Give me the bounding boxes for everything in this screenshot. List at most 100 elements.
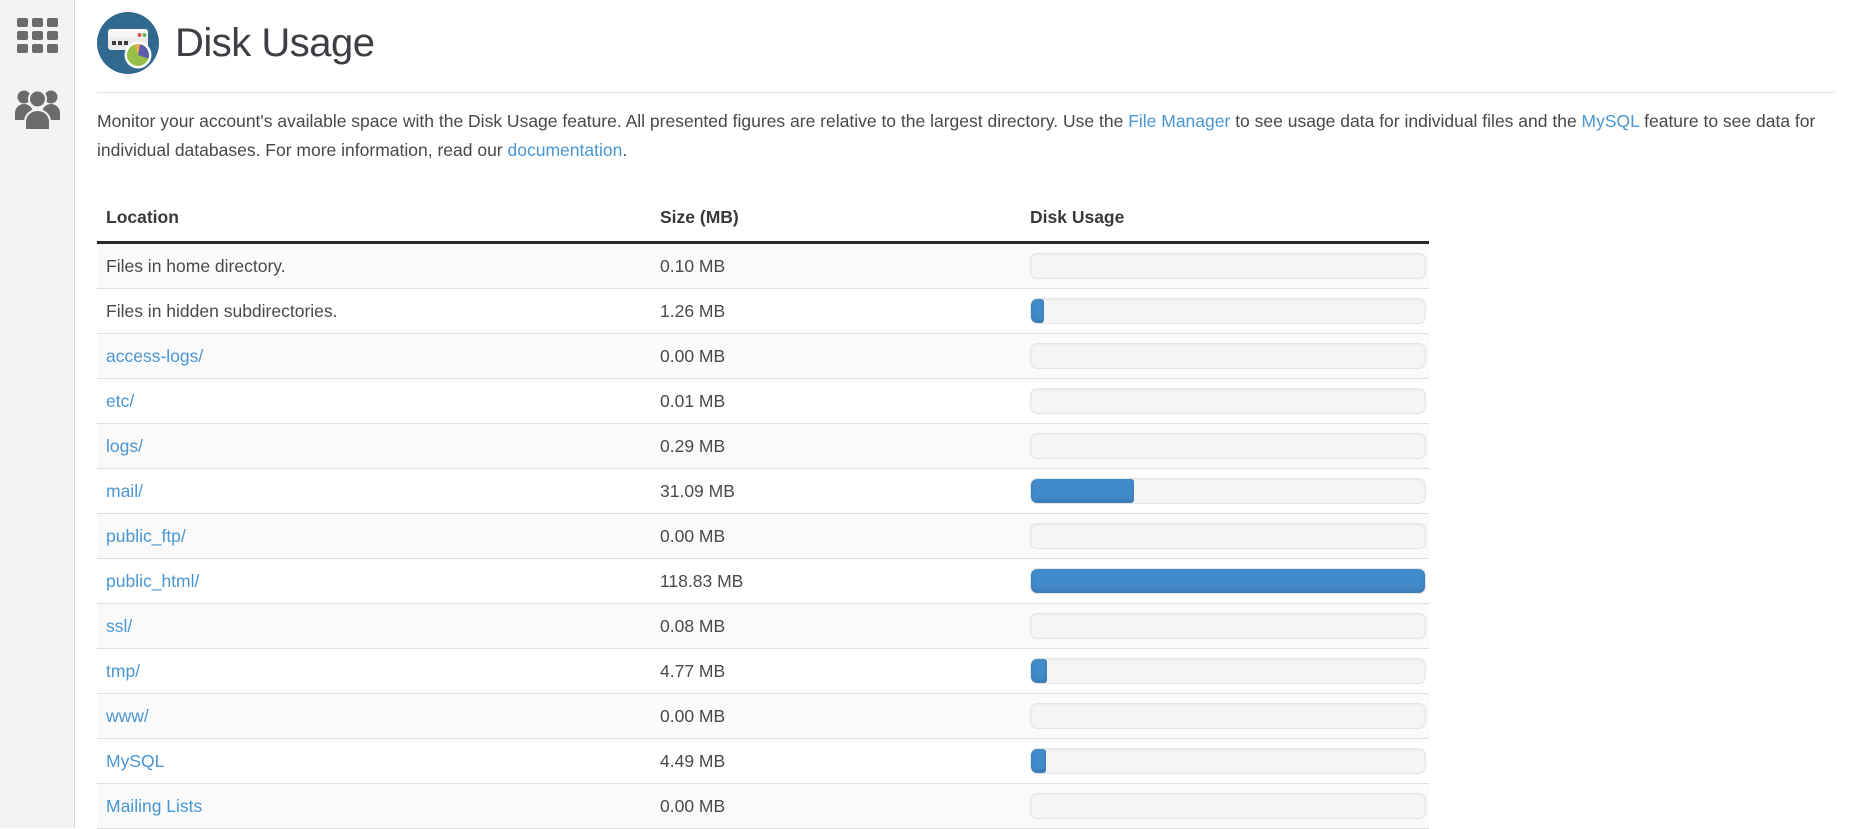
row-location: public_ftp/ xyxy=(97,526,660,547)
row-size: 0.00 MB xyxy=(660,705,726,726)
documentation-link[interactable]: documentation xyxy=(507,140,623,160)
location-link[interactable]: Mailing Lists xyxy=(106,795,203,816)
row-usage-cell xyxy=(1030,568,1429,594)
usage-bar-track xyxy=(1030,523,1426,549)
table-row: etc/ 0.01 MB xyxy=(97,379,1429,424)
header-location: Location xyxy=(106,207,179,227)
disk-usage-icon xyxy=(97,12,159,74)
usage-bar-fill xyxy=(1031,749,1046,773)
row-location: tmp/ xyxy=(97,661,660,682)
table-row: www/ 0.00 MB xyxy=(97,694,1429,739)
location-link[interactable]: mail/ xyxy=(106,480,143,501)
row-location: access-logs/ xyxy=(97,346,660,367)
header-divider xyxy=(97,92,1835,93)
disk-usage-table: Location Size (MB) Disk Usage Files in h… xyxy=(97,198,1429,829)
row-usage-cell xyxy=(1030,343,1429,369)
location-link[interactable]: logs/ xyxy=(106,435,143,456)
intro-part4: . xyxy=(622,140,628,160)
usage-bar-track xyxy=(1030,703,1426,729)
row-usage-cell xyxy=(1030,613,1429,639)
table-row: Files in hidden subdirectories. 1.26 MB xyxy=(97,289,1429,334)
intro-text: Monitor your account's available space w… xyxy=(97,107,1835,165)
file-manager-link[interactable]: File Manager xyxy=(1128,111,1231,131)
usage-bar-track xyxy=(1030,613,1426,639)
intro-part2: to see usage data for individual files a… xyxy=(1230,111,1582,131)
usage-bar-fill xyxy=(1031,299,1044,323)
row-usage-cell xyxy=(1030,298,1429,324)
usage-bar-track xyxy=(1030,568,1426,594)
row-location: etc/ xyxy=(97,391,660,412)
location-link[interactable]: www/ xyxy=(106,705,149,726)
row-location: MySQL xyxy=(97,751,660,772)
page-title: Disk Usage xyxy=(175,20,375,65)
row-usage-cell xyxy=(1030,253,1429,279)
table-row: public_html/ 118.83 MB xyxy=(97,559,1429,604)
intro-part3: feature to see data for individual datab… xyxy=(97,111,1816,160)
sidebar-item-users[interactable] xyxy=(0,80,75,138)
location-link[interactable]: tmp/ xyxy=(106,660,141,681)
row-usage-cell xyxy=(1030,748,1429,774)
row-location: mail/ xyxy=(97,481,660,502)
table-row: Mailing Lists 0.00 MB xyxy=(97,784,1429,829)
usage-bar-track xyxy=(1030,478,1426,504)
usage-bar-fill xyxy=(1031,569,1425,593)
mysql-link[interactable]: MySQL xyxy=(1581,111,1640,131)
row-size: 0.10 MB xyxy=(660,255,726,276)
row-usage-cell xyxy=(1030,523,1429,549)
row-usage-cell xyxy=(1030,433,1429,459)
row-size: 0.08 MB xyxy=(660,615,726,636)
usage-bar-track xyxy=(1030,433,1426,459)
row-location: Files in hidden subdirectories. xyxy=(106,300,338,321)
table-row: logs/ 0.29 MB xyxy=(97,424,1429,469)
users-icon xyxy=(14,86,61,133)
row-size: 4.49 MB xyxy=(660,750,726,771)
row-location: public_html/ xyxy=(97,571,660,592)
row-usage-cell xyxy=(1030,658,1429,684)
row-usage-cell xyxy=(1030,703,1429,729)
table-row: Files in home directory. 0.10 MB xyxy=(97,244,1429,289)
table-row: MySQL 4.49 MB xyxy=(97,739,1429,784)
row-location: www/ xyxy=(97,706,660,727)
location-link[interactable]: ssl/ xyxy=(106,615,133,636)
table-row: access-logs/ 0.00 MB xyxy=(97,334,1429,379)
usage-bar-track xyxy=(1030,253,1426,279)
sidebar xyxy=(0,0,75,828)
row-usage-cell xyxy=(1030,478,1429,504)
usage-bar-track xyxy=(1030,388,1426,414)
location-link[interactable]: public_html/ xyxy=(106,570,200,591)
location-link[interactable]: access-logs/ xyxy=(106,345,204,366)
usage-bar-track xyxy=(1030,343,1426,369)
row-size: 0.00 MB xyxy=(660,345,726,366)
table-row: public_ftp/ 0.00 MB xyxy=(97,514,1429,559)
header-disk-usage: Disk Usage xyxy=(1030,207,1125,227)
table-header-row: Location Size (MB) Disk Usage xyxy=(97,198,1429,244)
sidebar-item-apps[interactable] xyxy=(0,8,75,66)
intro-part1: Monitor your account's available space w… xyxy=(97,111,1129,131)
row-size: 31.09 MB xyxy=(660,480,735,501)
row-location: logs/ xyxy=(97,436,660,457)
location-link[interactable]: etc/ xyxy=(106,390,135,411)
location-link[interactable]: public_ftp/ xyxy=(106,525,186,546)
row-size: 0.29 MB xyxy=(660,435,726,456)
row-size: 118.83 MB xyxy=(660,570,744,591)
usage-bar-track xyxy=(1030,298,1426,324)
main-content: Disk Usage Monitor your account's availa… xyxy=(75,0,1857,829)
table-row: tmp/ 4.77 MB xyxy=(97,649,1429,694)
row-location: Mailing Lists xyxy=(97,796,660,817)
row-location: ssl/ xyxy=(97,616,660,637)
row-usage-cell xyxy=(1030,793,1429,819)
usage-bar-fill xyxy=(1031,479,1135,503)
location-link[interactable]: MySQL xyxy=(106,750,165,771)
page-header: Disk Usage xyxy=(97,12,1835,74)
usage-bar-fill xyxy=(1031,659,1047,683)
usage-bar-track xyxy=(1030,793,1426,819)
row-size: 1.26 MB xyxy=(660,300,726,321)
table-body: Files in home directory. 0.10 MB Files i… xyxy=(97,244,1429,829)
row-location: Files in home directory. xyxy=(106,255,286,276)
usage-bar-track xyxy=(1030,748,1426,774)
table-row: ssl/ 0.08 MB xyxy=(97,604,1429,649)
usage-bar-track xyxy=(1030,658,1426,684)
table-row: mail/ 31.09 MB xyxy=(97,469,1429,514)
row-size: 4.77 MB xyxy=(660,660,726,681)
row-size: 0.01 MB xyxy=(660,390,726,411)
